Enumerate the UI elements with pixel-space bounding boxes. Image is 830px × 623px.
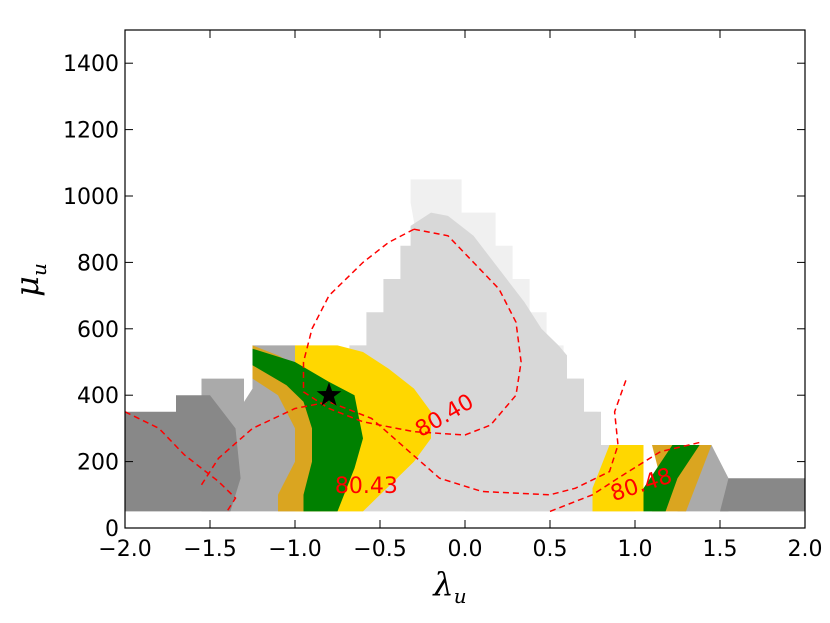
filled-regions bbox=[125, 179, 805, 512]
contour-label: 80.43 bbox=[335, 474, 398, 499]
x-tick-label: −1.0 bbox=[268, 537, 321, 562]
y-tick-label: 1000 bbox=[63, 185, 119, 210]
y-tick-label: 1200 bbox=[63, 119, 119, 144]
contour-line bbox=[200, 378, 628, 496]
x-tick-label: −2.0 bbox=[98, 537, 151, 562]
y-tick-label: 0 bbox=[105, 517, 119, 542]
contour-lines bbox=[125, 228, 704, 513]
x-tick-label: −0.5 bbox=[353, 537, 406, 562]
star-marker-shape bbox=[316, 382, 342, 406]
x-tick-label: −1.5 bbox=[183, 537, 236, 562]
x-tick-label: 0.5 bbox=[533, 537, 568, 562]
y-tick-label: 1400 bbox=[63, 52, 119, 77]
y-tick-label: 200 bbox=[77, 451, 119, 476]
x-axis-label: λu bbox=[431, 565, 466, 608]
x-tick-label: 0.0 bbox=[448, 537, 483, 562]
x-tick-label: 1.0 bbox=[618, 537, 653, 562]
region-green-right bbox=[643, 445, 700, 512]
region-dark-gray-right bbox=[720, 478, 805, 512]
x-tick-label: 2.0 bbox=[788, 537, 823, 562]
y-tick-labels: 0 200 400 600 800 1000 1200 1400 bbox=[63, 52, 119, 542]
y-tick-label: 600 bbox=[77, 318, 119, 343]
contour-line bbox=[549, 440, 704, 513]
y-tick-label: 400 bbox=[77, 384, 119, 409]
x-tick-labels: −2.0 −1.5 −1.0 −0.5 0.0 0.5 1.0 1.5 2.0 bbox=[98, 537, 822, 562]
axis-ticks bbox=[124, 30, 806, 529]
x-tick-label: 1.5 bbox=[703, 537, 738, 562]
y-tick-label: 800 bbox=[77, 251, 119, 276]
star-marker bbox=[316, 382, 342, 406]
contour-line bbox=[125, 411, 237, 512]
region-green-left bbox=[252, 348, 363, 512]
region-yellow-right bbox=[592, 445, 644, 512]
y-axis-label: μu bbox=[8, 263, 51, 297]
